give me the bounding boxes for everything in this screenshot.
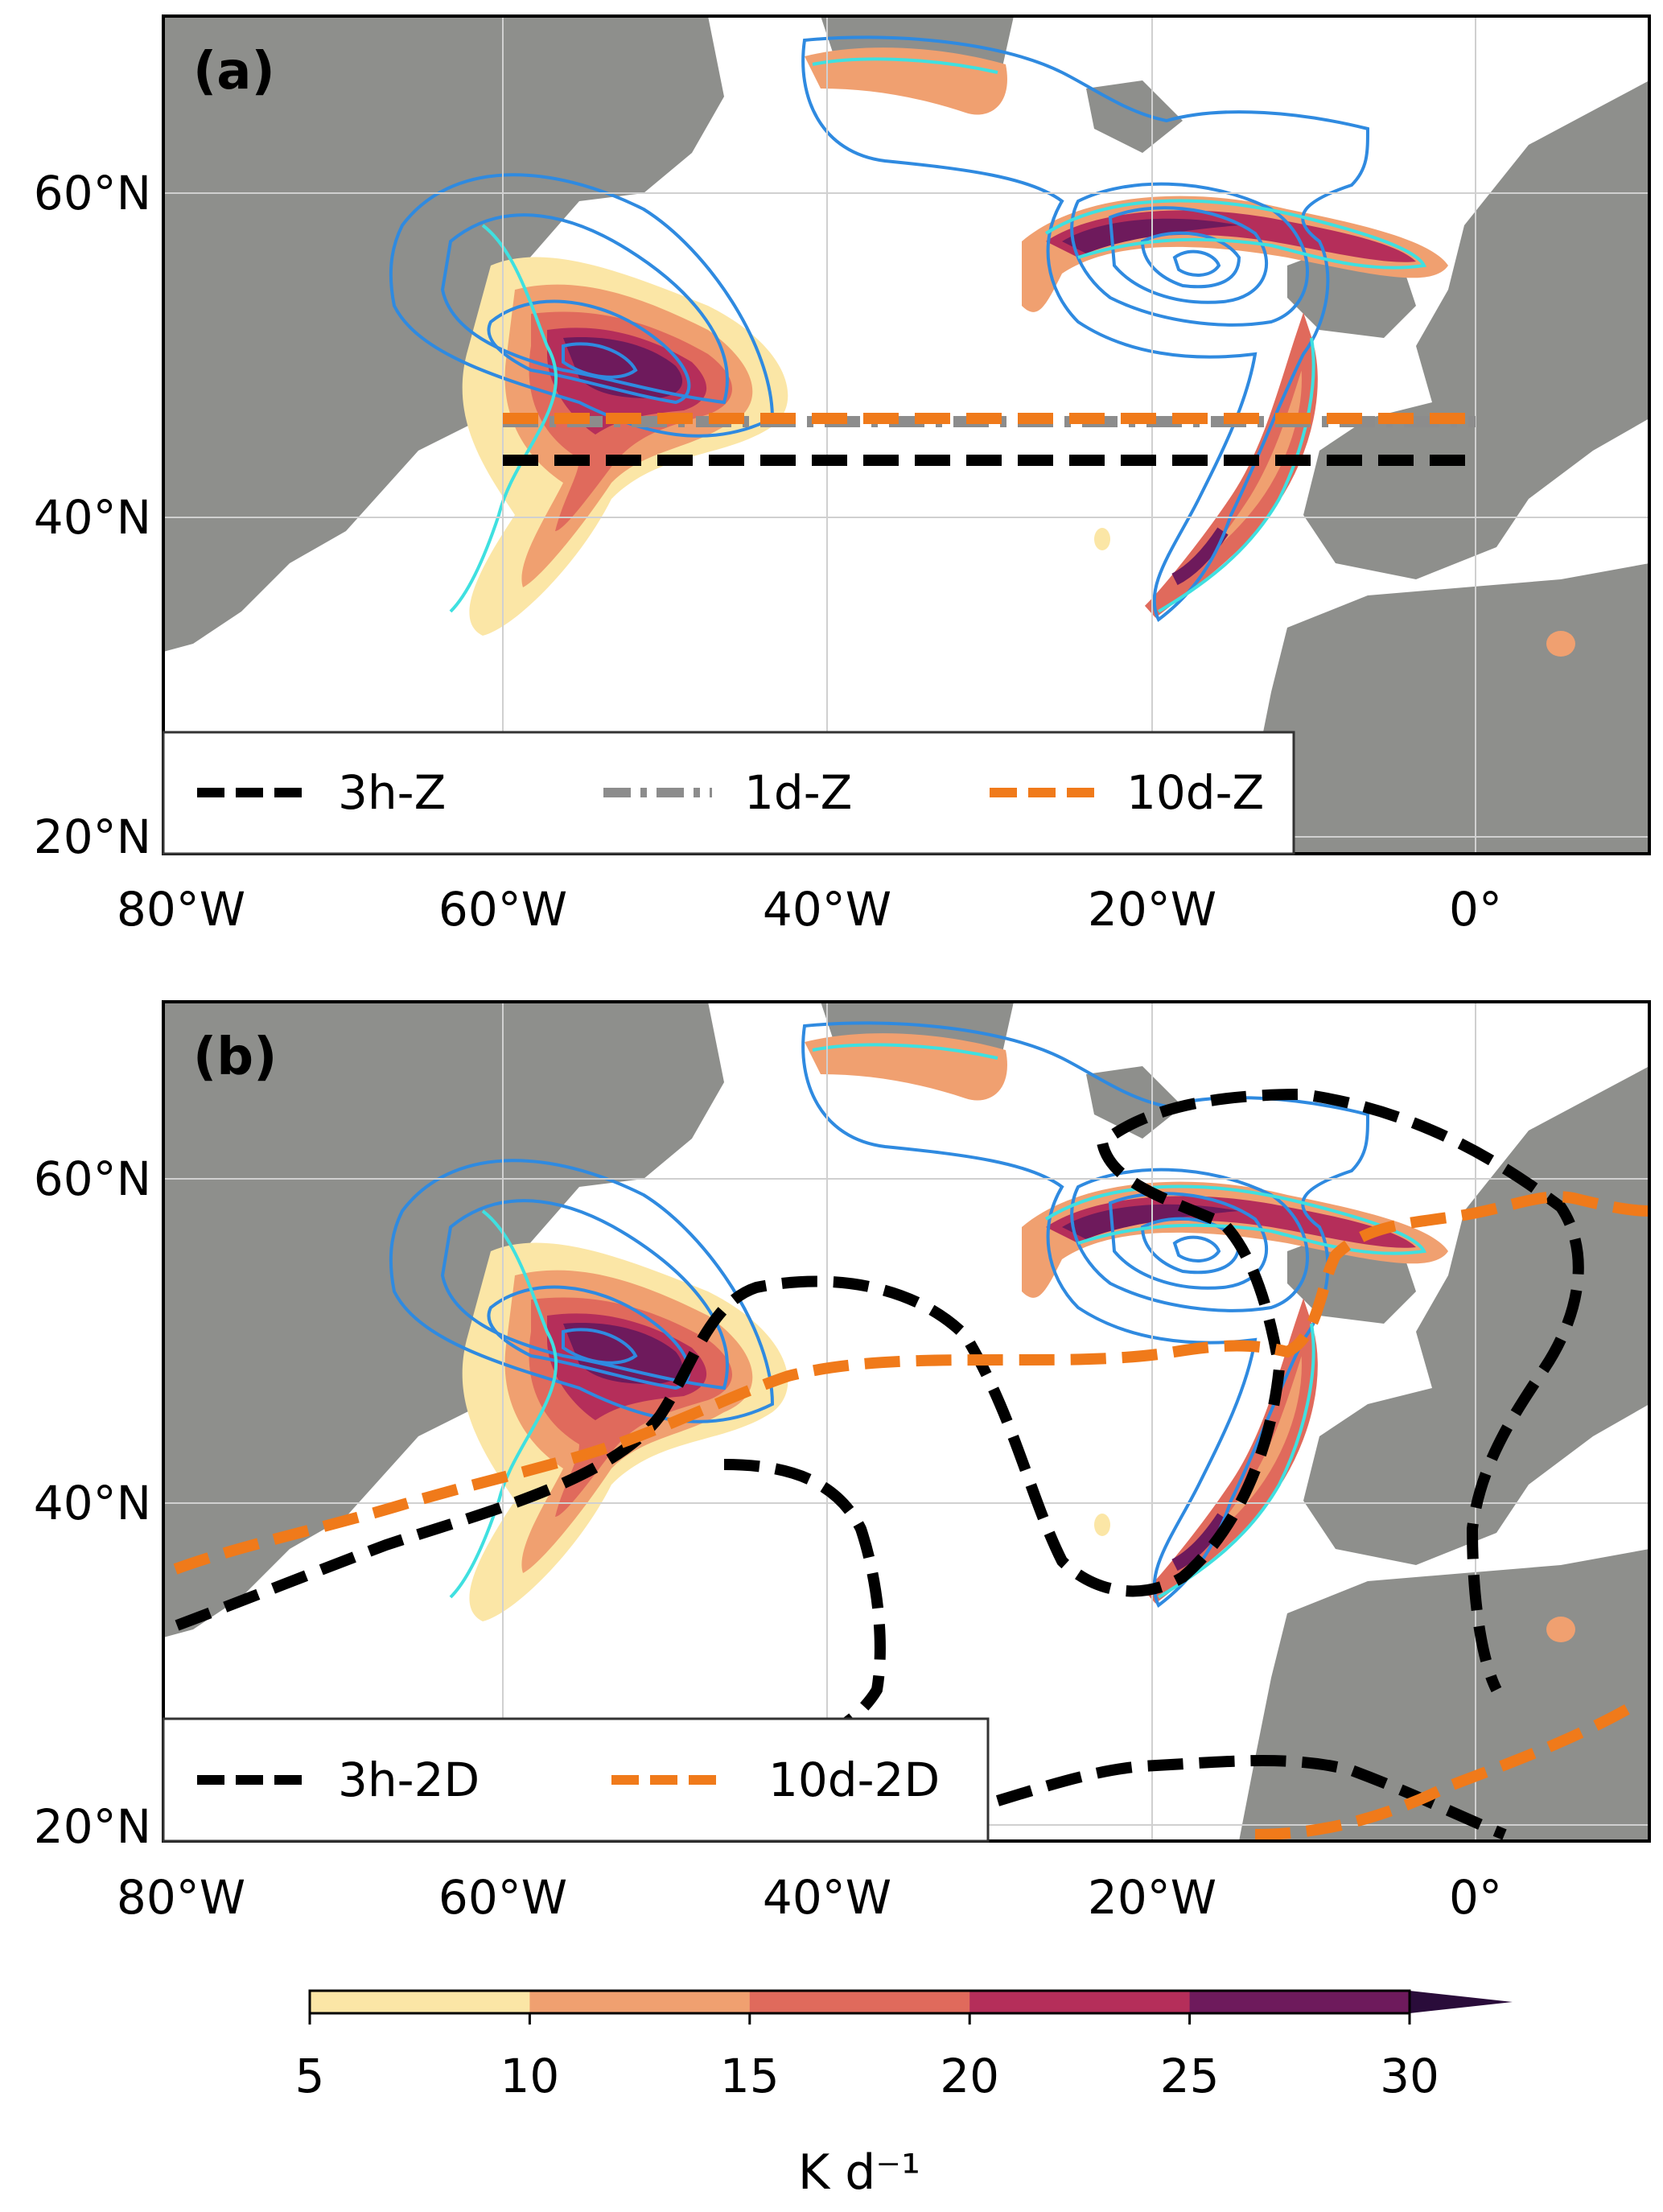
colorbar-tick-label: 20 [940, 2049, 999, 2103]
pv-contours [389, 35, 1427, 623]
lon-tick: 20°W [1088, 1870, 1216, 1925]
colorbar-tick-label: 5 [295, 2049, 325, 2103]
legend-label-3h-z: 3h-Z [338, 765, 446, 820]
legend-label-3h-2d: 3h-2D [338, 1753, 480, 1807]
colorbar: 5 10 15 20 25 30 K d⁻¹ [295, 1989, 1513, 2201]
lat-tick: 60°N [34, 166, 151, 220]
line-10d-2d-south [1254, 1700, 1636, 1840]
lat-tick: 40°N [34, 490, 151, 545]
colorbar-segment [1189, 1991, 1410, 2013]
line-3h-2d-bottom [995, 1755, 1507, 1840]
lon-tick: 40°W [763, 882, 891, 937]
colorbar-label: K d⁻¹ [798, 2144, 920, 2201]
lon-tick: 60°W [438, 882, 567, 937]
lon-tick: 20°W [1088, 882, 1216, 937]
colorbar-ticks: 5 10 15 20 25 30 [295, 2013, 1439, 2103]
legend-label-1d-z: 1d-Z [744, 765, 852, 820]
lon-tick: 80°W [117, 1870, 245, 1925]
colorbar-tick-label: 25 [1160, 2049, 1220, 2103]
colorbar-frame [308, 1989, 1411, 2015]
panel-a-label: (a) [193, 42, 275, 101]
colorbar-tick-label: 30 [1380, 2049, 1439, 2103]
colorbar-segment [969, 1991, 1191, 2013]
legend-label-10d-2d: 10d-2D [768, 1753, 940, 1807]
lat-ticks-b: 60°N 40°N 20°N [34, 1151, 151, 1854]
colorbar-segment [310, 1991, 531, 2013]
line-10d-2d [173, 1191, 1649, 1575]
lon-tick: 40°W [763, 1870, 891, 1925]
legend-a: 3h-Z 1d-Z 10d-Z [162, 731, 1295, 855]
lon-tick: 0° [1449, 882, 1502, 937]
lat-ticks-a: 60°N 40°N 20°N [34, 166, 151, 864]
forecast-lines [173, 1088, 1649, 1840]
lon-tick: 80°W [117, 882, 245, 937]
line-3h-2d [175, 1088, 1584, 1693]
colorbar-extend-arrow [1410, 1991, 1513, 2013]
colorbar-segments [310, 1991, 1410, 2013]
lon-tick: 60°W [438, 1870, 567, 1925]
legend-b: 3h-2D 10d-2D [162, 1717, 990, 1843]
panel-b: (b) 3h-2D 10d-2D 60°N 40°N 20°N 80°W 60°… [34, 1000, 1651, 1925]
lon-ticks-b: 80°W 60°W 40°W 20°W 0° [117, 1870, 1502, 1925]
panel-a: (a) 3h-Z 1d-Z 10d-Z 60°N 40°N 20°N 80°W … [34, 14, 1651, 937]
lat-tick: 60°N [34, 1151, 151, 1206]
lat-tick: 20°N [34, 809, 151, 864]
colorbar-tick-label: 10 [500, 2049, 559, 2103]
forecast-lines [503, 413, 1476, 466]
lat-tick: 40°N [34, 1476, 151, 1530]
colorbar-tick-label: 15 [720, 2049, 780, 2103]
colorbar-segment [529, 1991, 751, 2013]
legend-label-10d-z: 10d-Z [1126, 765, 1264, 820]
lon-tick: 0° [1449, 1870, 1502, 1925]
lon-ticks-a: 80°W 60°W 40°W 20°W 0° [117, 882, 1502, 937]
panel-b-label: (b) [193, 1028, 277, 1087]
colorbar-segment [749, 1991, 971, 2013]
lat-tick: 20°N [34, 1799, 151, 1854]
